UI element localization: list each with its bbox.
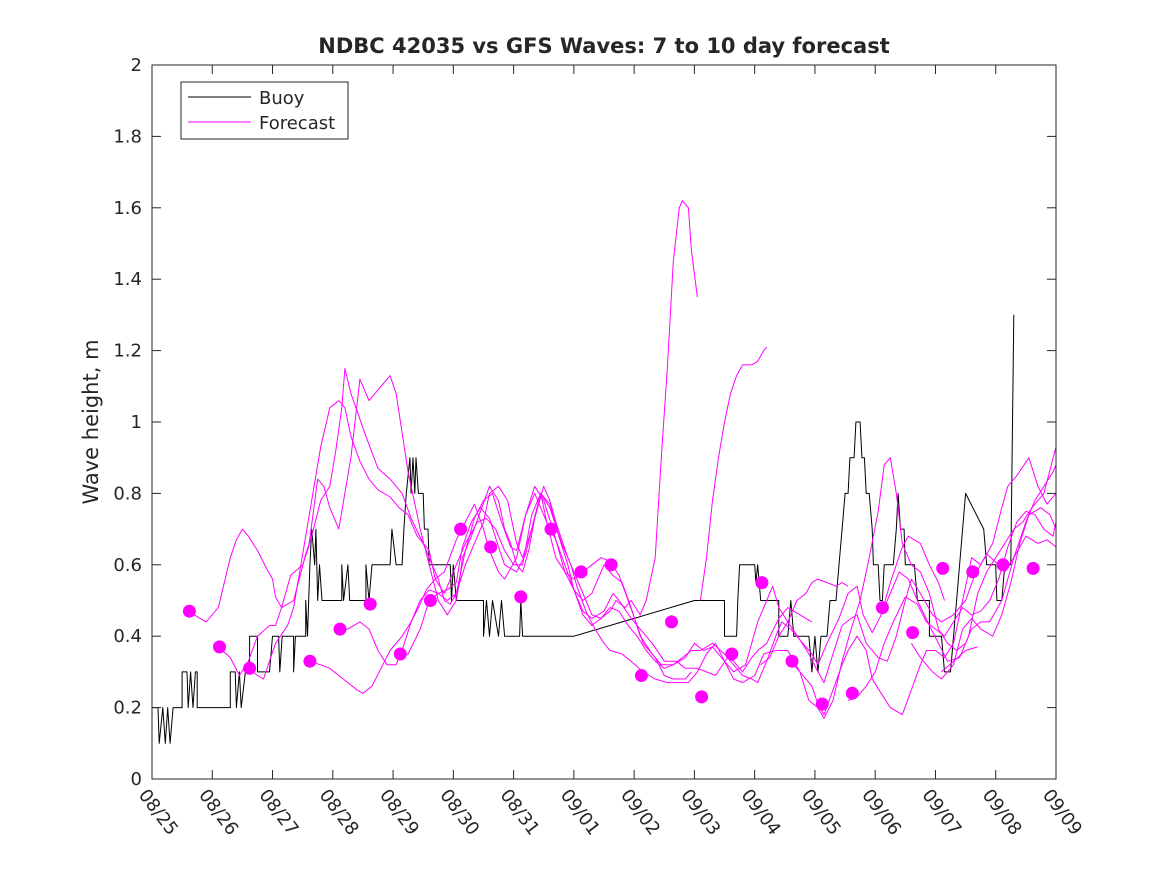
y-tick-label: 2 bbox=[131, 55, 142, 76]
legend-forecast-label: Forecast bbox=[259, 113, 335, 134]
y-tick-label: 1 bbox=[131, 412, 142, 433]
forecast-start-marker-0 bbox=[182, 604, 196, 618]
y-tick-label: 0.4 bbox=[113, 626, 142, 647]
forecast-start-marker-24 bbox=[936, 561, 950, 575]
forecast-start-marker-10 bbox=[514, 590, 528, 604]
forecast-start-marker-17 bbox=[725, 647, 739, 661]
forecast-start-marker-4 bbox=[333, 622, 347, 636]
forecast-series-line-11 bbox=[880, 446, 1057, 662]
forecast-start-marker-5 bbox=[363, 597, 377, 611]
data-markers bbox=[182, 522, 1040, 711]
forecast-start-marker-9 bbox=[484, 540, 498, 554]
forecast-series-line-9 bbox=[790, 457, 1057, 719]
y-tick-label: 1.6 bbox=[113, 198, 142, 219]
forecast-start-marker-2 bbox=[243, 661, 257, 675]
legend: Buoy Forecast bbox=[180, 81, 349, 140]
forecast-start-marker-14 bbox=[634, 669, 648, 682]
forecast-series-line-8 bbox=[760, 578, 849, 666]
forecast-start-marker-20 bbox=[815, 697, 829, 711]
forecast-start-marker-11 bbox=[544, 522, 558, 536]
forecast-series-line-10 bbox=[847, 510, 1057, 701]
y-tick-label: 0.2 bbox=[113, 698, 142, 719]
y-tick-label: 1.4 bbox=[113, 269, 142, 290]
forecast-start-marker-25 bbox=[966, 565, 980, 579]
forecast-start-marker-26 bbox=[996, 558, 1010, 572]
forecast-start-marker-6 bbox=[393, 647, 407, 661]
forecast-series-line-13 bbox=[941, 646, 978, 673]
forecast-start-marker-13 bbox=[604, 558, 618, 572]
axis-ticks bbox=[151, 64, 1057, 780]
data-lines bbox=[152, 200, 1057, 744]
forecast-start-marker-19 bbox=[785, 654, 799, 668]
chart-title: NDBC 42035 vs GFS Waves: 7 to 10 day for… bbox=[318, 34, 889, 58]
y-tick-label: 1.2 bbox=[113, 341, 142, 362]
forecast-start-marker-7 bbox=[423, 594, 437, 607]
forecast-start-marker-16 bbox=[695, 690, 709, 704]
forecast-start-marker-23 bbox=[906, 626, 920, 640]
forecast-start-marker-1 bbox=[213, 640, 226, 654]
forecast-series-line-12 bbox=[910, 507, 1057, 680]
forecast-start-marker-3 bbox=[303, 654, 317, 668]
forecast-series-line-3 bbox=[248, 400, 813, 680]
forecast-start-marker-18 bbox=[755, 576, 769, 590]
forecast-start-marker-21 bbox=[845, 686, 859, 700]
forecast-start-marker-22 bbox=[875, 601, 889, 615]
legend-buoy-label: Buoy bbox=[259, 88, 305, 109]
plot-area bbox=[152, 65, 1056, 779]
y-tick-label: 0.8 bbox=[113, 483, 142, 504]
buoy-series-line bbox=[152, 314, 1015, 744]
forecast-start-marker-12 bbox=[574, 565, 588, 579]
y-tick-label: 0.6 bbox=[113, 555, 142, 576]
forecast-series-line-6 bbox=[399, 457, 1057, 716]
legend-box bbox=[180, 81, 349, 140]
forecast-series-line-7 bbox=[699, 346, 768, 601]
y-tick-label: 1.8 bbox=[113, 126, 142, 147]
forecast-series-line-4 bbox=[308, 485, 1057, 694]
forecast-start-marker-8 bbox=[454, 522, 468, 536]
forecast-start-marker-27 bbox=[1026, 561, 1040, 575]
forecast-start-marker-15 bbox=[665, 615, 678, 629]
y-tick-labels: 0 0.2 0.4 0.6 0.8 1 1.2 1.4 1.6 1.8 2 bbox=[113, 55, 142, 790]
y-axis-label: Wave height, m bbox=[79, 339, 103, 504]
y-tick-label: 0 bbox=[131, 769, 142, 790]
